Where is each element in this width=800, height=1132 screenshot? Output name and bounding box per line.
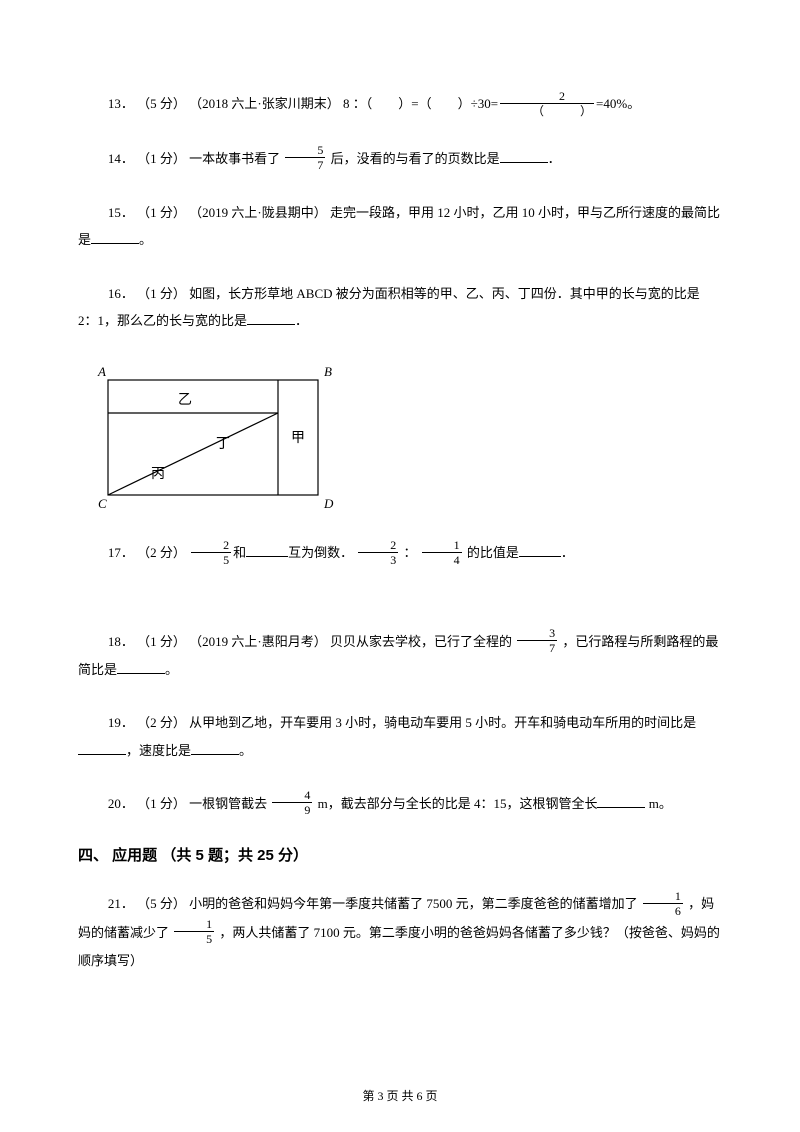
fill-blank	[78, 741, 126, 755]
fill-blank	[500, 149, 548, 163]
question-20: 20． （1 分） 一根钢管截去 49 m，截去部分与全长的比是 4：15，这根…	[78, 790, 722, 819]
q-text: 一根钢管截去	[189, 796, 270, 811]
question-19: 19． （2 分） 从甲地到乙地，开车要用 3 小时，骑电动车要用 5 小时。开…	[78, 709, 722, 764]
q-text: =40%。	[596, 96, 640, 111]
label-bing: 丙	[151, 467, 165, 482]
q-text: 后，没看的与看了的页数比是	[327, 151, 499, 166]
q-points: （1 分）	[137, 205, 186, 220]
q-text: =	[411, 96, 418, 111]
blank-paren: （ ）	[366, 96, 412, 111]
q-number: 15．	[108, 205, 134, 220]
q-points: （1 分）	[137, 634, 186, 649]
label-jia: 甲	[291, 431, 305, 446]
q-source: （2019 六上·惠阳月考）	[189, 634, 327, 649]
label-c: C	[98, 496, 107, 510]
question-17: 17． （2 分） 25和 互为倒数． 23 ： 14 的比值是 ．	[78, 539, 722, 568]
fraction: 15	[174, 918, 214, 945]
question-18: 18． （1 分） （2019 六上·惠阳月考） 贝贝从家去学校，已行了全程的 …	[78, 628, 722, 684]
q-text: ：	[400, 545, 420, 560]
section-4-header: 四、 应用题 （共 5 题；共 25 分）	[78, 844, 722, 868]
fraction: 57	[285, 144, 325, 171]
q-text: 和	[233, 545, 246, 560]
q-number: 18．	[108, 634, 134, 649]
q-number: 14．	[108, 151, 134, 166]
page-footer: 第 3 页 共 6 页	[0, 1087, 800, 1106]
q-text: m，截去部分与全长的比是 4：15，这根钢管全长	[314, 796, 597, 811]
fill-blank	[247, 311, 295, 325]
q-points: （1 分）	[137, 286, 186, 301]
q-points: （2 分）	[137, 545, 186, 560]
blank-paren: （ ）	[419, 96, 471, 111]
fraction: 14	[422, 539, 462, 566]
q-text: 。	[139, 232, 152, 247]
fraction: 37	[517, 627, 557, 654]
fill-blank	[597, 794, 645, 808]
q-number: 21．	[108, 896, 134, 911]
label-a: A	[97, 364, 106, 379]
label-yi: 乙	[178, 392, 192, 408]
label-b: B	[324, 364, 332, 379]
q-text: m。	[645, 796, 671, 811]
question-15: 15． （1 分） （2019 六上·陇县期中） 走完一段路，甲用 12 小时，…	[78, 199, 722, 254]
label-d: D	[323, 496, 334, 510]
q-points: （1 分）	[137, 796, 186, 811]
spacer	[78, 594, 722, 628]
rectangle-diagram: A B C D 乙 丁 丙 甲	[96, 360, 722, 517]
fraction: 23	[358, 539, 398, 566]
fill-blank	[246, 543, 288, 557]
fraction: 16	[643, 890, 683, 917]
question-16: 16． （1 分） 如图，长方形草地 ABCD 被分为面积相等的甲、乙、丙、丁四…	[78, 280, 722, 335]
q-text: ÷30=	[471, 96, 498, 111]
q-text: 小明的爸爸和妈妈今年第一季度共储蓄了 7500 元，第二季度爸爸的储蓄增加了	[189, 896, 641, 911]
q-number: 20．	[108, 796, 134, 811]
question-21: 21． （5 分） 小明的爸爸和妈妈今年第一季度共储蓄了 7500 元，第二季度…	[78, 890, 722, 974]
q-text: 。	[239, 743, 252, 758]
q-source: （2018 六上·张家川期末）	[189, 96, 340, 111]
q-points: （2 分）	[137, 715, 186, 730]
fraction: 25	[191, 539, 231, 566]
label-ding: 丁	[216, 437, 230, 452]
fill-blank	[91, 230, 139, 244]
q-text: ．	[561, 545, 574, 560]
diagram-svg: A B C D 乙 丁 丙 甲	[96, 360, 336, 510]
q-text: 。	[165, 662, 178, 677]
q-text: 一本故事书看了	[189, 151, 283, 166]
q-text: ，速度比是	[126, 743, 191, 758]
question-14: 14． （1 分） 一本故事书看了 57 后，没看的与看了的页数比是 ．	[78, 145, 722, 174]
q-number: 13．	[108, 96, 134, 111]
q-text: ．	[295, 313, 308, 328]
q-text: 互为倒数．	[288, 545, 353, 560]
q-text: 贝贝从家去学校，已行了全程的	[330, 634, 515, 649]
fill-blank	[117, 660, 165, 674]
q-source: （2019 六上·陇县期中）	[189, 205, 327, 220]
q-points: （5 分）	[137, 96, 186, 111]
q-points: （1 分）	[137, 151, 186, 166]
q-number: 16．	[108, 286, 134, 301]
q-points: （5 分）	[137, 896, 186, 911]
q-number: 19．	[108, 715, 134, 730]
question-13: 13． （5 分） （2018 六上·张家川期末） 8 ：（ ）=（ ）÷30=…	[78, 90, 722, 119]
q-text: 8 ：	[343, 96, 366, 111]
fill-blank	[191, 741, 239, 755]
q-text: 的比值是	[464, 545, 519, 560]
fill-blank	[519, 543, 561, 557]
fraction: 2（ ）	[500, 90, 594, 117]
fraction: 49	[272, 789, 312, 816]
q-text: ．	[548, 151, 561, 166]
q-text: 从甲地到乙地，开车要用 3 小时，骑电动车要用 5 小时。开车和骑电动车所用的时…	[189, 715, 696, 730]
q-number: 17．	[108, 545, 134, 560]
